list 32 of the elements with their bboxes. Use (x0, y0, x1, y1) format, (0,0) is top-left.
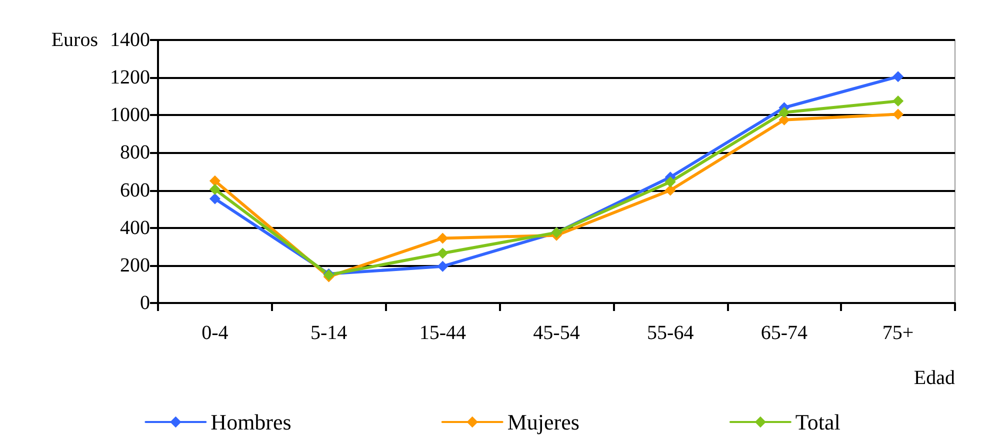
point (437, 232, 448, 244)
legend-label: Total (795, 410, 840, 434)
y-tick-label: 200 (120, 254, 150, 276)
y-tick-label: 1000 (110, 104, 150, 126)
point (209, 193, 220, 204)
y-tick-label: 600 (120, 179, 150, 202)
point (437, 260, 448, 272)
x-tick-label: 45-54 (533, 322, 580, 344)
y-tick-label: 400 (120, 216, 150, 239)
y-tick-label: 1400 (110, 29, 150, 51)
point (209, 184, 220, 195)
y-tick-label: 800 (120, 142, 150, 164)
x-axis-title: Edad (914, 367, 955, 389)
x-tick-label: 55-64 (647, 322, 694, 344)
legend-label: Hombres (210, 410, 292, 434)
point (892, 96, 904, 107)
x-tick-label: 65-74 (760, 322, 808, 344)
y-tick-label: 1200 (110, 66, 150, 89)
x-tick-label: 75+ (882, 322, 914, 344)
point (664, 176, 676, 188)
x-tick-label: 5-14 (310, 322, 348, 344)
point (778, 106, 790, 118)
legend-label: Mujeres (507, 410, 580, 434)
point (664, 184, 676, 196)
point (892, 71, 904, 82)
y-tick-label: 0 (140, 292, 150, 314)
y-axis-title: Euros (51, 29, 98, 51)
point (892, 108, 904, 120)
x-tick-label: 15-44 (419, 322, 466, 344)
x-tick-label: 0-4 (202, 322, 228, 344)
point (437, 248, 448, 259)
point (209, 175, 220, 186)
